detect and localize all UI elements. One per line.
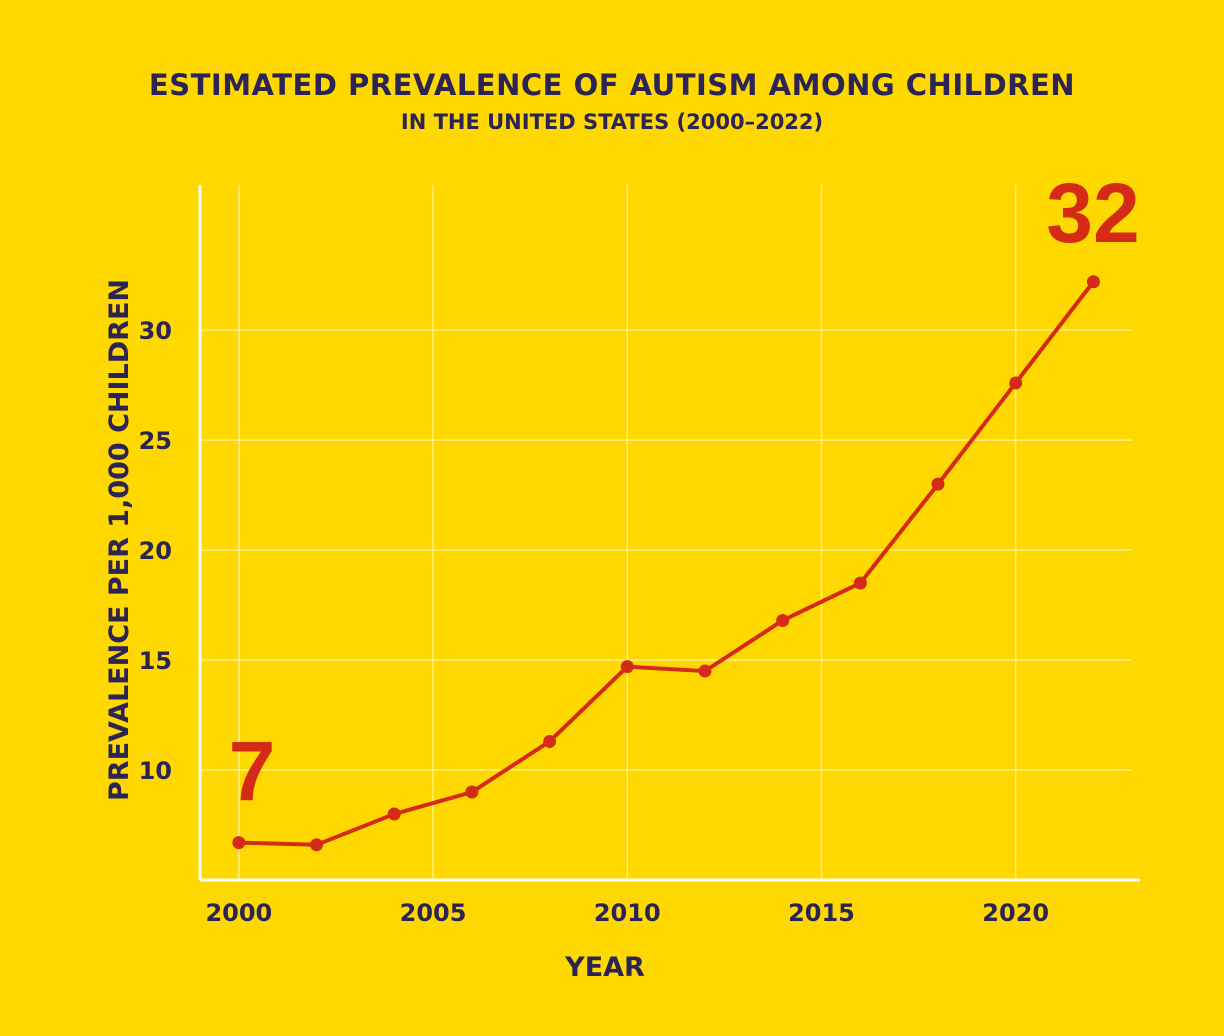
y-tick-label: 20 <box>139 537 172 565</box>
x-tick-label: 2000 <box>205 899 272 927</box>
data-point <box>543 734 557 748</box>
y-tick-label: 30 <box>139 317 172 345</box>
data-point <box>1009 376 1023 390</box>
y-tick-label: 10 <box>139 757 172 785</box>
y-tick-label: 25 <box>139 427 172 455</box>
data-point <box>465 785 479 799</box>
y-axis-label: PREVALENCE PER 1,000 CHILDREN <box>104 279 135 801</box>
data-point <box>310 838 324 852</box>
x-tick-label: 2005 <box>400 899 467 927</box>
series-line <box>238 280 1095 847</box>
annotation-start: 7 <box>229 724 276 818</box>
data-point <box>853 576 867 590</box>
data-point <box>698 664 712 678</box>
chart-title: ESTIMATED PREVALENCE OF AUTISM AMONG CHI… <box>148 68 1076 102</box>
data-point <box>776 613 790 627</box>
y-tick-label: 15 <box>139 647 172 675</box>
data-point <box>387 807 401 821</box>
annotation-end: 32 <box>1046 166 1139 260</box>
data-point <box>232 836 246 850</box>
data-point <box>620 660 634 674</box>
data-point <box>931 477 945 491</box>
x-axis-label: YEAR <box>564 952 645 983</box>
x-tick-label: 2020 <box>982 899 1049 927</box>
x-tick-label: 2010 <box>594 899 661 927</box>
x-tick-label: 2015 <box>788 899 855 927</box>
chart-subtitle: IN THE UNITED STATES (2000–2022) <box>400 110 824 134</box>
data-point <box>1086 275 1100 289</box>
